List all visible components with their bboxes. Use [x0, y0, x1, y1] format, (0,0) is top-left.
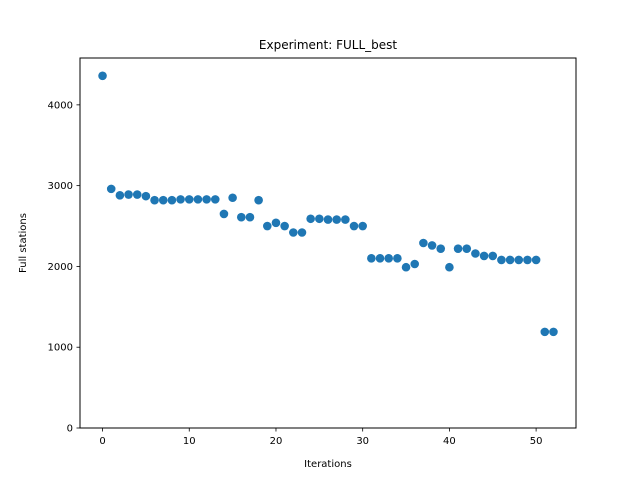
x-tick-label: 50: [530, 436, 543, 447]
data-point: [462, 244, 472, 253]
y-tick-label: 2000: [48, 262, 73, 273]
data-point: [349, 221, 359, 231]
data-point: [176, 195, 185, 204]
y-tick-label: 3000: [48, 181, 73, 192]
x-tick-label: 10: [183, 436, 196, 447]
data-point: [98, 71, 107, 81]
data-point: [410, 259, 420, 269]
data-point: [263, 221, 272, 231]
data-point: [419, 238, 428, 248]
x-tick-label: 40: [443, 436, 456, 447]
data-point: [184, 195, 194, 204]
data-point: [289, 228, 298, 237]
data-point: [436, 244, 446, 253]
data-point: [315, 214, 324, 224]
data-point: [236, 212, 246, 222]
data-point: [280, 221, 289, 231]
data-point: [358, 221, 367, 231]
data-point: [297, 228, 307, 237]
data-point: [254, 195, 263, 205]
data-point: [193, 195, 203, 204]
y-axis-label: Full stations: [18, 213, 29, 273]
data-point: [505, 255, 515, 265]
y-tick-label: 1000: [48, 343, 73, 354]
data-point: [271, 218, 281, 228]
data-point: [150, 195, 159, 205]
data-point: [210, 195, 220, 204]
data-point: [202, 195, 211, 204]
data-point: [245, 212, 255, 222]
data-point: [341, 215, 350, 224]
x-tick-label: 0: [99, 436, 105, 447]
x-tick-label: 30: [356, 436, 369, 447]
data-point: [488, 251, 498, 261]
data-point: [228, 193, 237, 203]
data-point: [549, 327, 558, 337]
data-points: [98, 71, 558, 337]
data-point: [306, 214, 315, 224]
data-point: [167, 195, 177, 205]
data-point: [471, 249, 480, 258]
y-tick-label: 0: [67, 424, 73, 435]
y-tick-label: 4000: [48, 100, 73, 111]
data-point: [141, 191, 151, 201]
data-point: [514, 255, 524, 265]
data-point: [219, 209, 229, 219]
data-point: [106, 184, 116, 194]
data-point: [401, 262, 411, 272]
data-point: [332, 215, 341, 224]
data-point: [393, 254, 402, 263]
chart-title: Experiment: FULL_best: [259, 38, 398, 52]
data-point: [540, 327, 550, 337]
data-point: [132, 190, 142, 199]
x-axis-ticks: 0 10 20 30 40 50: [99, 428, 542, 447]
data-point: [445, 262, 454, 272]
data-point: [124, 190, 133, 199]
x-tick-label: 20: [270, 436, 283, 447]
data-point: [453, 244, 463, 253]
y-axis-ticks: 0 1000 2000 3000 4000: [48, 100, 80, 435]
data-point: [158, 195, 168, 205]
plot-frame: [79, 57, 577, 429]
data-point: [497, 255, 506, 265]
data-point: [531, 255, 541, 265]
data-point: [384, 254, 393, 263]
data-point: [375, 254, 385, 263]
data-point: [323, 215, 333, 224]
data-point: [115, 191, 125, 200]
data-point: [479, 251, 489, 261]
data-point: [523, 255, 532, 265]
x-axis-label: Iterations: [304, 459, 352, 470]
data-point: [427, 241, 437, 250]
data-point: [367, 254, 376, 263]
